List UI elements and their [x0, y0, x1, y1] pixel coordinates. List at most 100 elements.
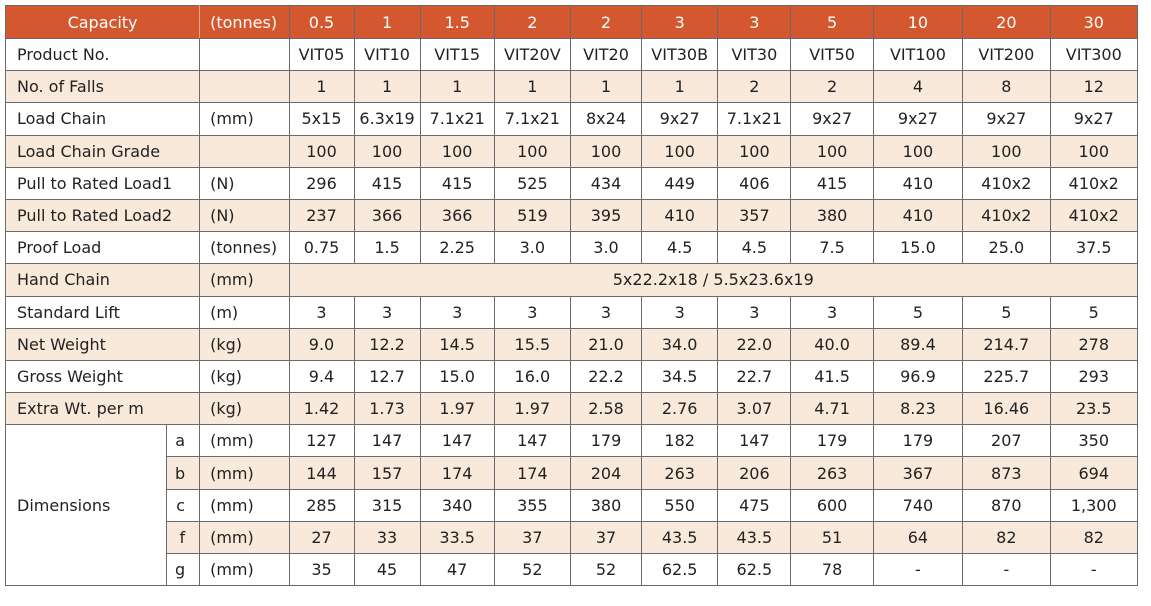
spec-value-cell: 380 [790, 198, 874, 233]
row-unit [199, 37, 290, 72]
dimension-value-cell: 62.5 [641, 552, 719, 587]
row-label: Hand Chain [4, 263, 201, 297]
row-unit: (tonnes) [199, 231, 290, 265]
row-unit: (kg) [199, 327, 290, 361]
spec-value-cell: 34.0 [641, 327, 719, 361]
dimension-unit: (mm) [199, 424, 290, 458]
spec-row: Load Chain (mm) 5x15 6.3x19 7.1x21 7.1x21 8x24… [4, 102, 1139, 136]
spec-value-cell: 2.58 [569, 392, 643, 426]
spec-row: Product No. VIT05 VIT10 VIT15 VIT20V VIT20 VIT… [4, 37, 1139, 72]
spec-value-cell: 2 [717, 70, 792, 104]
row-label: Standard Lift [4, 295, 201, 329]
spec-value-cell: 40.0 [790, 327, 874, 361]
spec-value-cell: 410x2 [1049, 166, 1139, 200]
dimension-value-cell: 127 [288, 424, 355, 458]
spec-value-cell: 37.5 [1049, 231, 1139, 265]
spec-value-cell: 12 [1049, 70, 1139, 104]
spec-value-cell: 3.07 [717, 392, 792, 426]
dimension-value-cell: - [1049, 552, 1139, 587]
dimension-value-cell: 263 [790, 456, 874, 490]
dimension-value-cell: 45 [353, 552, 421, 587]
dimension-value-cell: - [962, 552, 1051, 587]
spec-value-cell: 6.3x19 [353, 102, 421, 136]
spec-value-cell: 8 [962, 70, 1051, 104]
dimension-value-cell: 870 [962, 488, 1051, 522]
spec-value-cell: 214.7 [962, 327, 1051, 361]
spec-value-cell: 1 [353, 70, 421, 104]
spec-row: Proof Load (tonnes) 0.75 1.5 2.25 3.0 3.0 4.5 4.… [4, 231, 1139, 265]
spec-value-cell: 7.1x21 [419, 102, 495, 136]
spec-value-cell: 3.0 [569, 231, 643, 265]
spec-value-cell: 3 [419, 295, 495, 329]
spec-value-cell: 525 [493, 166, 571, 200]
capacity-value-cell: 10 [872, 5, 964, 39]
row-label: Net Weight [4, 327, 201, 361]
dimension-row: Dimensions a (mm) 127 147 147 147 179 182 147 179 1… [5, 424, 1139, 587]
spec-value-cell: VIT20V [493, 37, 571, 72]
spec-row: No. of Falls 1 1 1 1 1 1 2 2 4 8 12 [4, 70, 1139, 104]
hoist-specification-table: Capacity (tonnes) 0.5 1 1.5 2 2 3 3 5 10 20 30 Produc… [4, 5, 1139, 587]
dimension-value-cell: 43.5 [641, 520, 719, 555]
dimension-unit: (mm) [199, 456, 290, 490]
spec-value-cell: 3 [790, 295, 874, 329]
dimensions-label: Dimensions [5, 424, 167, 587]
spec-row: Net Weight (kg) 9.0 12.2 14.5 15.5 21.0 34.0 22.… [4, 327, 1139, 361]
capacity-value-cell: 1 [353, 5, 421, 39]
dimension-value-cell: 37 [493, 520, 571, 555]
spec-value-cell: 366 [353, 198, 421, 233]
spec-value-cell: 21.0 [569, 327, 643, 361]
spec-row: Load Chain Grade 100 100 100 100 100 100 100 100… [4, 134, 1139, 168]
dimension-value-cell: 51 [790, 520, 874, 555]
spec-value-cell: 100 [641, 134, 719, 168]
dimension-value-cell: 204 [569, 456, 643, 490]
row-unit: (kg) [199, 359, 290, 394]
spec-value-cell: VIT30B [641, 37, 719, 72]
row-label: Proof Load [4, 231, 201, 265]
dimension-value-cell: 367 [872, 456, 964, 490]
spec-value-cell: 22.2 [569, 359, 643, 394]
row-label: Pull to Rated Load2 [4, 198, 201, 233]
spec-value-cell: 100 [419, 134, 495, 168]
spec-value-cell: 9.0 [288, 327, 355, 361]
capacity-value-cell: 2 [569, 5, 643, 39]
spec-value-cell: 1.42 [288, 392, 355, 426]
spec-value-cell: VIT10 [353, 37, 421, 72]
spec-value-cell: 14.5 [419, 327, 495, 361]
row-label: Gross Weight [4, 359, 201, 394]
row-unit: (mm) [199, 263, 290, 297]
spec-value-cell: 9x27 [872, 102, 964, 136]
spec-row: Extra Wt. per m (kg) 1.42 1.73 1.97 1.97 2.58 2… [4, 392, 1139, 426]
spec-value-cell: 9x27 [962, 102, 1051, 136]
spec-value-cell: 4 [872, 70, 964, 104]
spec-value-cell: 1.5 [353, 231, 421, 265]
row-label: Product No. [4, 37, 201, 72]
spec-value-cell: 9x27 [1049, 102, 1139, 136]
spec-value-cell: 15.0 [872, 231, 964, 265]
dimension-row: f (mm) 27 33 33.5 37 37 43.5 43.5 51 64 82 82 [6, 520, 1139, 555]
spec-value-cell: 100 [872, 134, 964, 168]
dimension-value-cell: 315 [353, 488, 421, 522]
spec-value-cell: 5x15 [288, 102, 355, 136]
dimension-value-cell: 62.5 [717, 552, 792, 587]
spec-value-cell: 89.4 [872, 327, 964, 361]
spec-value-cell: 1 [641, 70, 719, 104]
spec-value-cell: 7.5 [790, 231, 874, 265]
spec-value-cell: 357 [717, 198, 792, 233]
dimension-value-cell: - [872, 552, 964, 587]
dimension-value-cell: 340 [419, 488, 495, 522]
dimension-value-cell: 37 [569, 520, 643, 555]
spec-value-cell: 9x27 [641, 102, 719, 136]
spec-value-cell: 366 [419, 198, 495, 233]
dimension-value-cell: 1,300 [1049, 488, 1139, 522]
dimension-value-cell: 207 [962, 424, 1051, 458]
spec-value-cell: 7.1x21 [493, 102, 571, 136]
spec-value-cell: 100 [717, 134, 792, 168]
spec-value-cell: 434 [569, 166, 643, 200]
dimension-row: b (mm) 144 157 174 174 204 263 206 263 367 873 694 [6, 456, 1139, 490]
capacity-value-cell: 20 [962, 5, 1051, 39]
capacity-header-label: Capacity [4, 5, 201, 39]
spec-value-cell: 2.25 [419, 231, 495, 265]
spec-value-cell: 100 [353, 134, 421, 168]
dimension-unit: (mm) [199, 520, 290, 555]
row-unit: (kg) [199, 392, 290, 426]
